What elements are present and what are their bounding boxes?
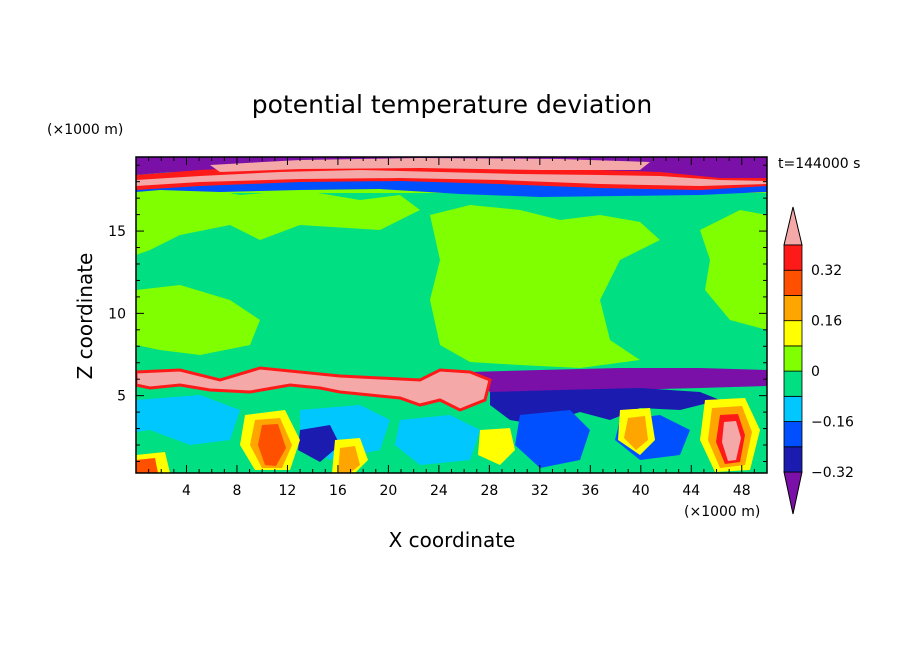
colorbar-bin (783, 421, 803, 448)
x-tick-label: 28 (480, 483, 498, 499)
colorbar-bin (783, 395, 803, 422)
colorbar: 0.32 0.16 0 −0.16 −0.32 (783, 206, 854, 515)
field-low-red-1 (258, 424, 286, 466)
y-unit-label: (×1000 m) (47, 122, 123, 138)
x-tick-label: 8 (232, 483, 241, 499)
colorbar-bin (783, 370, 803, 397)
field-low-yellow-3 (478, 428, 515, 465)
field-region-lime-middle (430, 205, 660, 368)
x-tick-label: 4 (182, 483, 191, 499)
field-low-orange-2 (338, 446, 360, 473)
field-region-lime-lowleft (136, 285, 260, 355)
x-tick-label: 48 (733, 483, 751, 499)
colorbar-bin (783, 269, 803, 296)
field-low-cyan-3 (395, 415, 480, 465)
x-tick-label: 24 (430, 483, 448, 499)
field-region-lime-right (700, 210, 767, 330)
y-axis-label: Z coordinate (73, 253, 97, 380)
chart-title: potential temperature deviation (252, 90, 652, 119)
field-region-lime-left (136, 185, 420, 255)
field-low-darkblue-1 (298, 425, 340, 462)
field-mid-purple (470, 368, 767, 392)
field-low-red-3 (136, 458, 158, 473)
field-low-pink-1 (722, 421, 741, 461)
field-top-pink (136, 170, 767, 186)
colorbar-tick-label: 0.32 (811, 263, 842, 279)
field-low-cyan-1 (136, 395, 240, 445)
y-tick-label: 15 (108, 224, 126, 240)
colorbar-extend-top (783, 206, 803, 246)
colorbar-tick-label: 0 (811, 364, 820, 380)
colorbar-tick-label: 0.16 (811, 314, 842, 330)
colorbar-bin (783, 244, 803, 271)
x-tick-label: 36 (581, 483, 599, 499)
x-tick-label: 20 (379, 483, 397, 499)
field-low-orange-3 (624, 416, 648, 450)
colorbar-tick-label: −0.32 (811, 465, 854, 481)
x-tick-label: 12 (279, 483, 297, 499)
contour-field (136, 157, 767, 473)
colorbar-extend-bottom (783, 471, 803, 515)
x-tick-label: 44 (682, 483, 700, 499)
colorbar-bin (783, 295, 803, 322)
field-mid-red-edge (136, 366, 492, 412)
x-unit-label: (×1000 m) (684, 504, 760, 520)
field-low-blue-1 (515, 410, 590, 468)
x-tick-label: 40 (632, 483, 650, 499)
y-tick-label: 10 (108, 306, 126, 322)
colorbar-bin (783, 446, 803, 473)
time-label: t=144000 s (778, 156, 860, 172)
colorbar-tick-label: −0.16 (811, 415, 854, 431)
x-tick-label: 32 (531, 483, 549, 499)
y-tick-label: 5 (117, 389, 126, 405)
colorbar-bin (783, 345, 803, 372)
x-tick-label: 16 (329, 483, 347, 499)
x-axis-label: X coordinate (389, 528, 516, 552)
colorbar-bin (783, 320, 803, 347)
